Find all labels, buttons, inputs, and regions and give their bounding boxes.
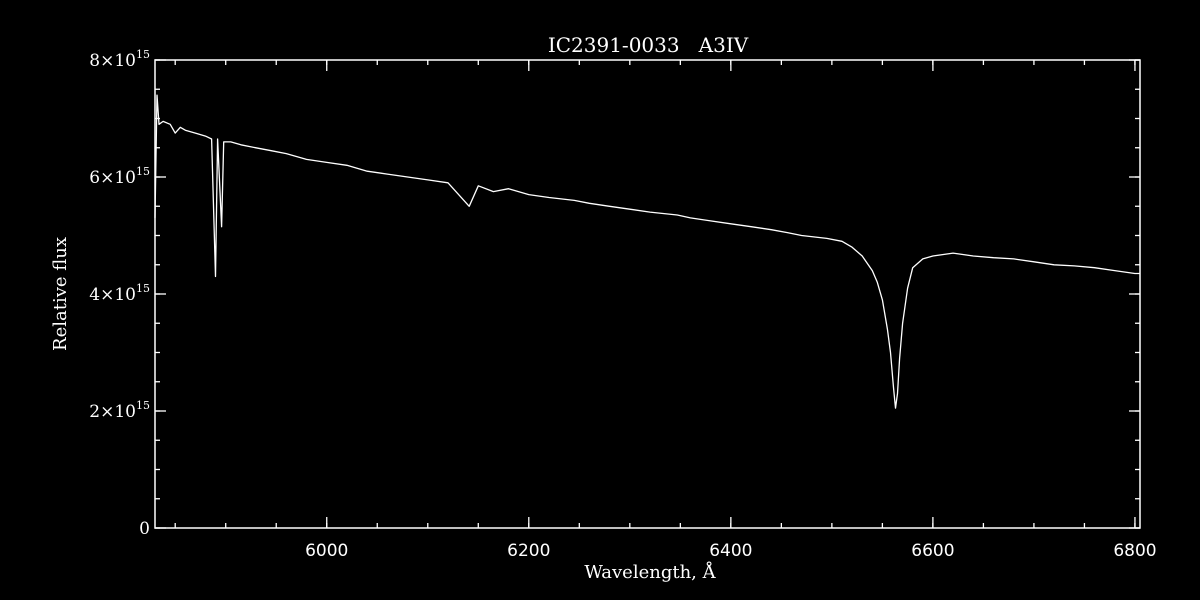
x-tick-label: 6200 [507,541,550,561]
plot-frame [154,59,1141,529]
chart-title: IC2391-0033 A3IV [548,33,749,57]
spectrum-line [154,94,1140,409]
x-axis-label: Wavelength, Å [584,561,716,583]
axis-ticks [155,59,1140,529]
x-tick-label: 6800 [1113,541,1156,561]
y-tick-label: 0 [139,519,150,539]
y-tick-label: 8×1015 [89,48,150,71]
y-tick-labels: 0 2×1015 4×1015 6×1015 8×1015 [89,48,150,539]
x-tick-label: 6400 [709,541,752,561]
y-tick-label: 4×1015 [89,282,150,305]
x-tick-label: 6600 [911,541,954,561]
x-tick-labels: 6000 6200 6400 6600 6800 [305,541,1156,561]
y-tick-label: 6×1015 [89,165,150,188]
y-axis-label: Relative flux [50,237,71,351]
y-tick-label: 2×1015 [89,399,150,422]
x-tick-label: 6000 [305,541,348,561]
